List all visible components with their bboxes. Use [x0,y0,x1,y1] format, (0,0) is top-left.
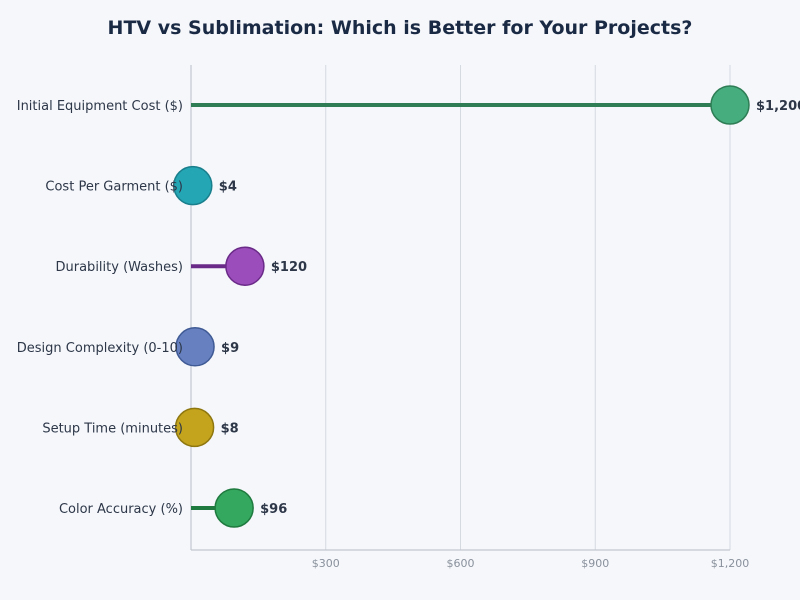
chart-title: HTV vs Sublimation: Which is Better for … [108,17,693,39]
category-label: Setup Time (minutes) [42,421,183,436]
x-tick-label: $900 [581,557,609,570]
grid [325,65,731,550]
x-tick-label: $600 [447,557,475,570]
category-label: Color Accuracy (%) [59,502,183,517]
value-label: $8 [221,421,239,436]
lollipop-dot [710,85,750,125]
value-label: $9 [221,341,239,356]
x-tick-label: $300 [312,557,340,570]
category-label: Initial Equipment Cost ($) [17,99,183,114]
lollipop-dot [173,165,213,206]
value-label: $4 [219,180,237,195]
axes: $300 $600 $900 $1,200 [190,65,750,570]
category-label: Durability (Washes) [56,260,184,275]
x-tick-label: $1,200 [711,557,750,570]
lollipop-dot [225,246,265,286]
lollipop-dot [214,488,254,528]
value-label: $1,200 [756,99,800,114]
value-label: $120 [271,260,307,275]
category-label: Design Complexity (0-10) [17,341,183,356]
category-label: Cost Per Garment ($) [45,180,183,195]
lollipop-dot [174,407,215,448]
marks: Initial Equipment Cost ($) $1,200 Cost Per… [17,85,800,528]
lollipop-dot [175,327,215,367]
value-label: $96 [260,502,287,517]
